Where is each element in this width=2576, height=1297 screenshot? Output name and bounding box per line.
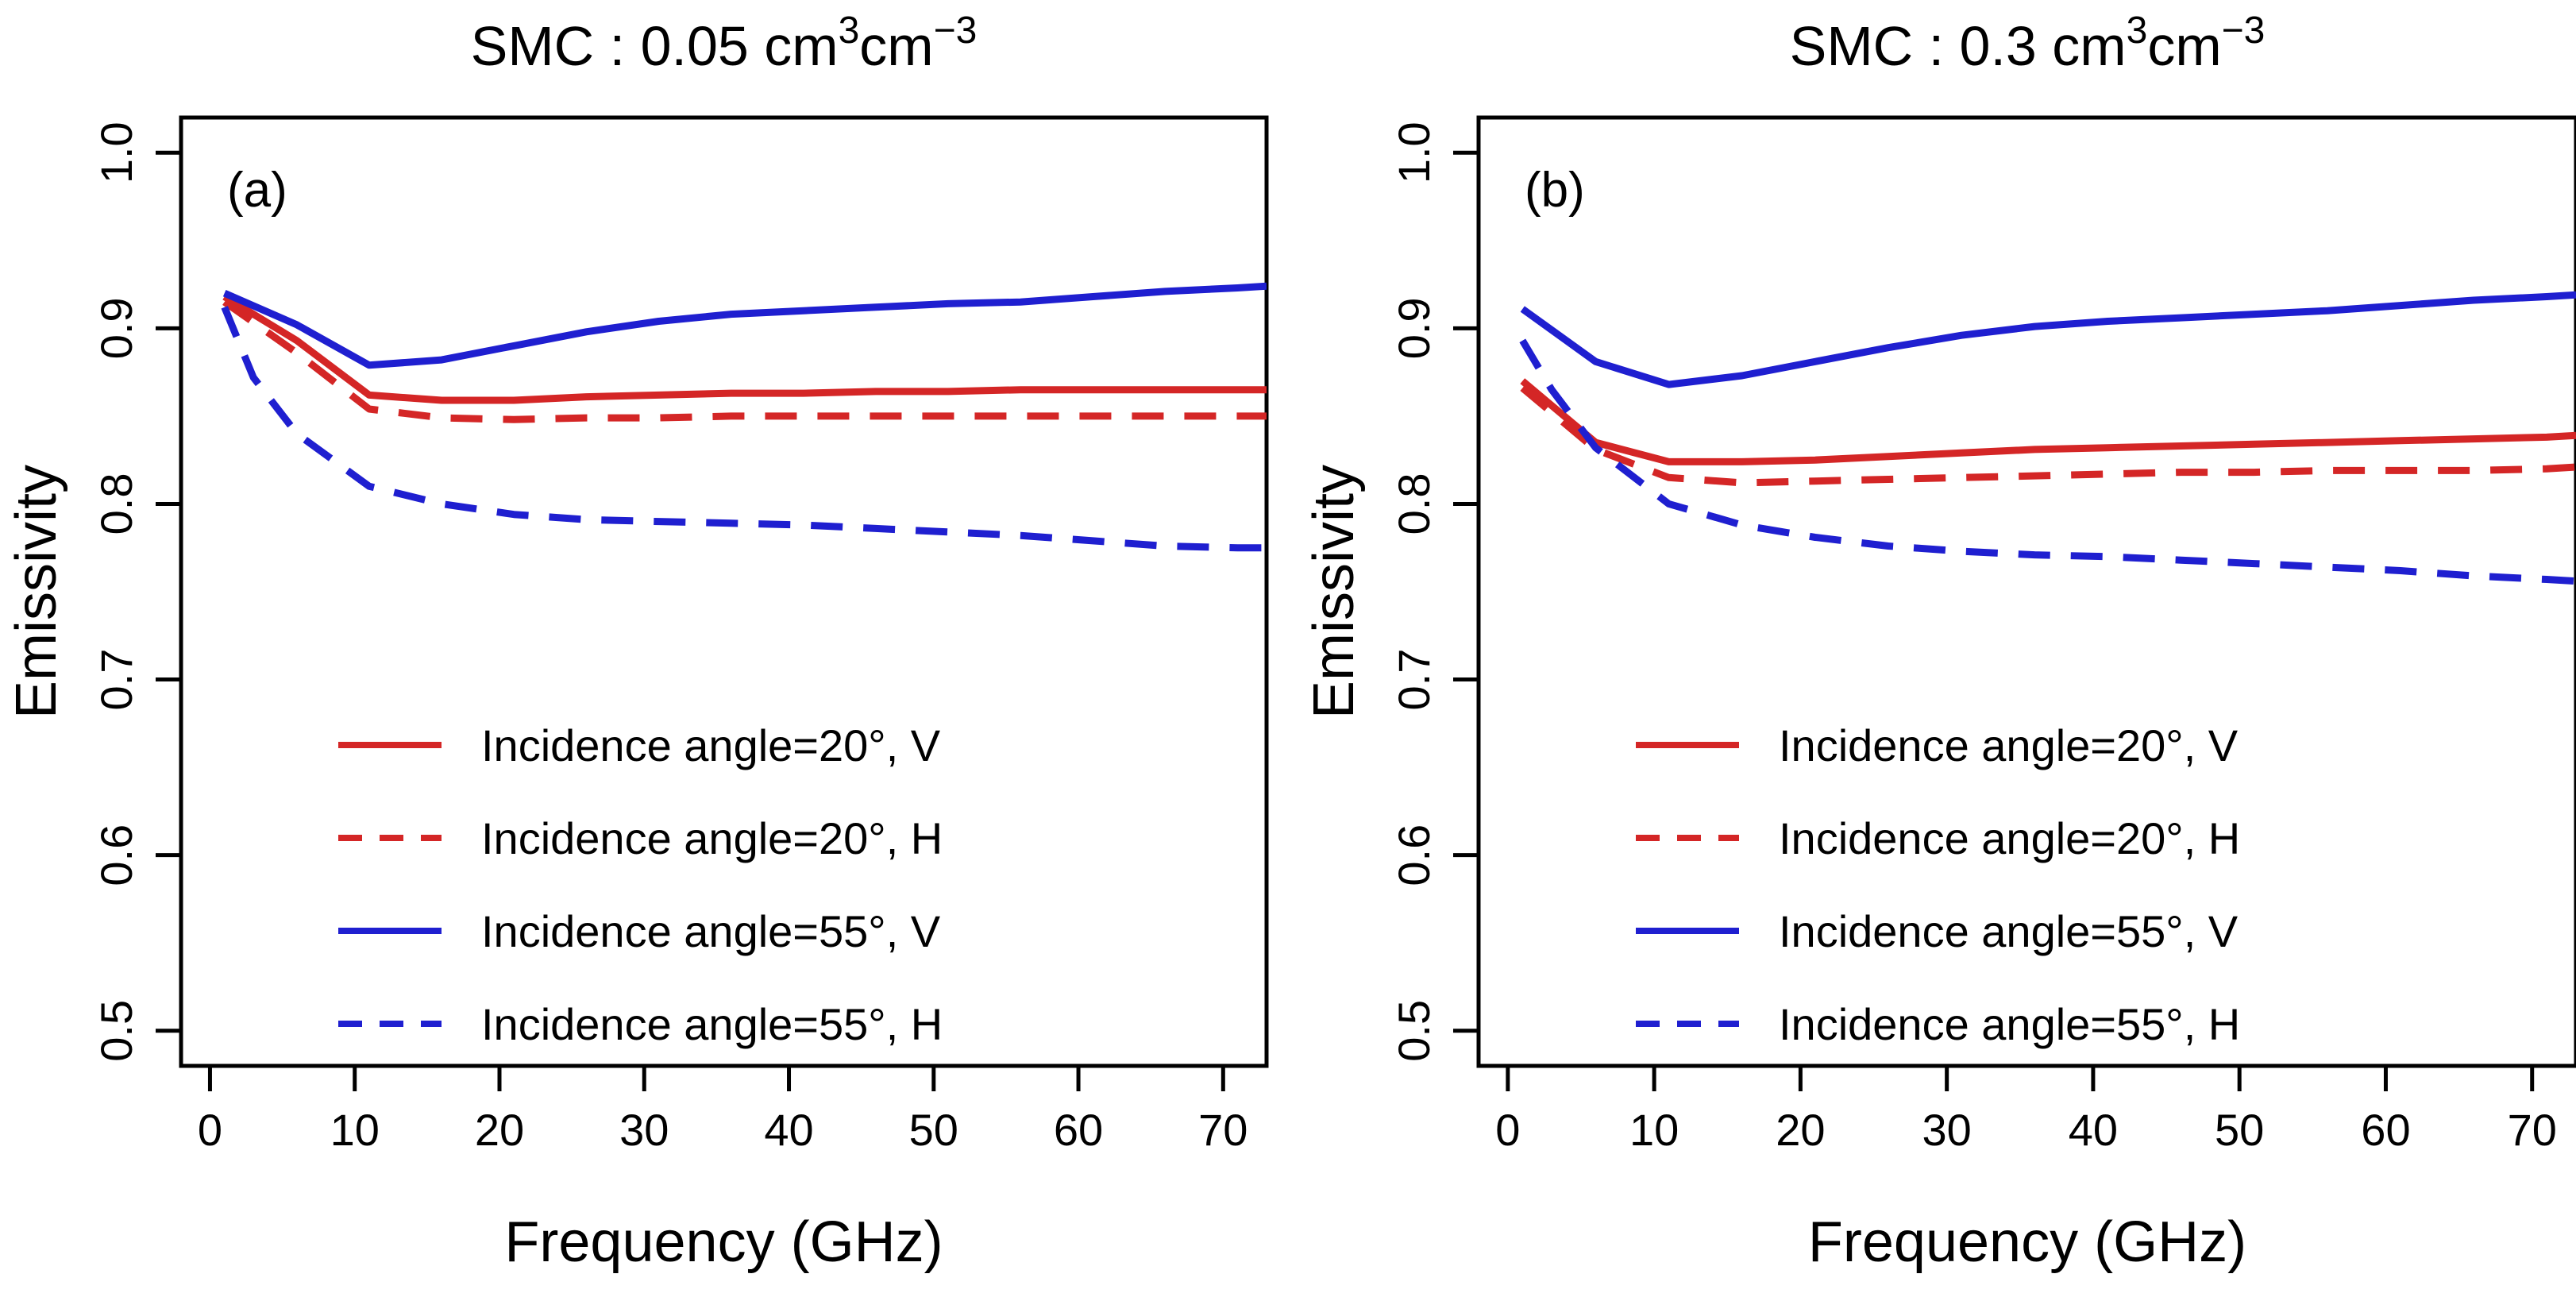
x-axis-label: Frequency (GHz) <box>504 1210 943 1274</box>
y-tick-label: 0.5 <box>1389 1000 1439 1062</box>
title-sup1: 3 <box>2127 10 2148 52</box>
y-tick-label: 0.6 <box>91 824 141 886</box>
series-group <box>221 282 1267 552</box>
y-tick-label: 1.0 <box>91 122 141 183</box>
title-prefix: SMC : 0.3 cm <box>1790 15 2127 77</box>
series-line-2 <box>1520 385 2576 487</box>
x-tick-label: 50 <box>909 1105 958 1155</box>
chart-panel-2: SMC : 0.3 cm3cm−3 (b) 0 10 20 30 40 50 60 70 0.5 0.… <box>1302 10 2576 1274</box>
legend-entry-2: Incidence angle=20°, H <box>481 813 943 863</box>
y-tick-label: 0.5 <box>91 1000 141 1062</box>
x-tick-label: 0 <box>1495 1105 1520 1155</box>
title-sup2: −3 <box>2222 10 2266 52</box>
x-tick-label: 20 <box>1776 1105 1825 1155</box>
plot-frame <box>1476 115 2576 1068</box>
x-tick-label: 0 <box>198 1105 222 1155</box>
legend: Incidence angle=20°, V Incidence angle=20… <box>338 720 943 1049</box>
x-tick-label: 70 <box>2508 1105 2557 1155</box>
y-tick-label: 0.7 <box>91 649 141 711</box>
y-tick-label: 0.9 <box>1389 297 1439 359</box>
chart-title: SMC : 0.3 cm3cm−3 <box>1790 10 2266 77</box>
series-line-4 <box>221 306 1267 552</box>
legend-entry-3: Incidence angle=55°, V <box>481 906 941 956</box>
y-tick-label: 0.9 <box>91 297 141 359</box>
x-axis-label: Frequency (GHz) <box>1808 1210 2246 1274</box>
series-line-2 <box>222 299 1267 423</box>
title-sup2: −3 <box>934 10 978 52</box>
panel-label: (b) <box>1525 163 1585 218</box>
legend-entry-3: Incidence angle=55°, V <box>1779 906 2239 956</box>
x-tick-label: 20 <box>475 1105 524 1155</box>
title-mid: cm <box>859 15 933 77</box>
x-tick-label: 30 <box>619 1105 669 1155</box>
series-group <box>1519 291 2576 585</box>
y-tick-label: 0.6 <box>1389 824 1439 886</box>
y-tick-label: 1.0 <box>1389 122 1439 183</box>
y-axis-label: Emissivity <box>1302 465 1366 719</box>
y-tick-label: 0.7 <box>1389 649 1439 711</box>
y-tick-label: 0.8 <box>1389 473 1439 535</box>
series-line-3 <box>222 282 1267 369</box>
legend-entry-4: Incidence angle=55°, H <box>1779 999 2240 1049</box>
series-line-4 <box>1519 338 2576 585</box>
legend-entry-1: Incidence angle=20°, V <box>1779 720 2239 770</box>
x-tick-label: 40 <box>764 1105 813 1155</box>
x-tick-label: 10 <box>1629 1105 1679 1155</box>
chart-panel-1: SMC : 0.05 cm3cm−3 (a) 0 10 20 30 40 50 60 70 0.5 0… <box>5 10 1269 1274</box>
title-prefix: SMC : 0.05 cm <box>471 15 839 77</box>
legend-entry-2: Incidence angle=20°, H <box>1779 813 2240 863</box>
title-mid: cm <box>2147 15 2221 77</box>
y-axis-label: Emissivity <box>5 465 68 719</box>
legend-entry-4: Incidence angle=55°, H <box>481 999 943 1049</box>
title-sup1: 3 <box>839 10 860 52</box>
plot-frame <box>179 115 1269 1068</box>
series-line-1 <box>222 293 1267 404</box>
x-tick-label: 10 <box>330 1105 380 1155</box>
x-tick-label: 30 <box>1922 1105 1972 1155</box>
y-tick-label: 0.8 <box>91 473 141 535</box>
x-tick-label: 60 <box>2361 1105 2410 1155</box>
x-tick-label: 40 <box>2069 1105 2118 1155</box>
x-tick-label: 70 <box>1198 1105 1248 1155</box>
x-tick-label: 60 <box>1054 1105 1103 1155</box>
series-line-3 <box>1520 291 2576 388</box>
chart-title: SMC : 0.05 cm3cm−3 <box>471 10 978 77</box>
series-line-1 <box>1520 378 2576 465</box>
legend-entry-1: Incidence angle=20°, V <box>481 720 941 770</box>
legend: Incidence angle=20°, V Incidence angle=20… <box>1636 720 2240 1049</box>
x-tick-label: 50 <box>2215 1105 2264 1155</box>
panel-label: (a) <box>227 163 287 218</box>
